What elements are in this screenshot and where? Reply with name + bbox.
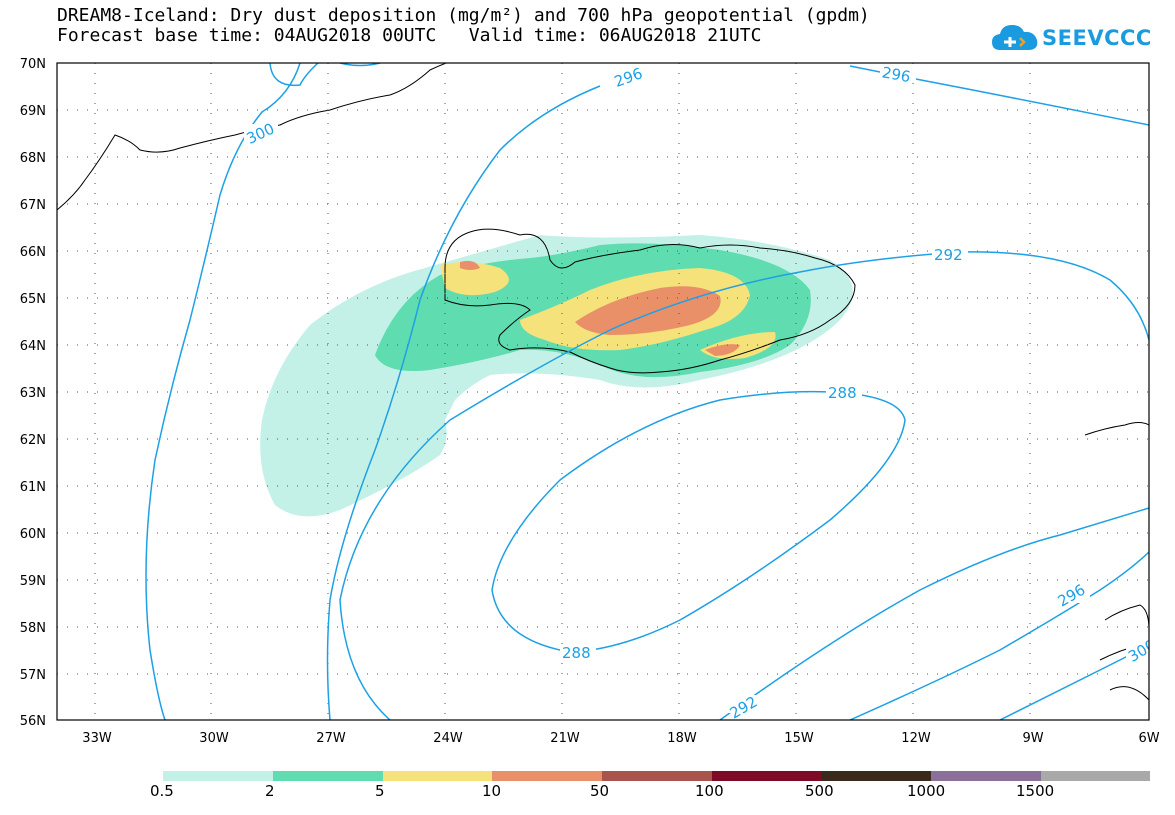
colorbar-label: 5 bbox=[375, 782, 385, 800]
coastlines bbox=[57, 63, 1149, 701]
lat-label: 66N bbox=[20, 245, 46, 260]
lat-label: 61N bbox=[20, 480, 46, 495]
dust-10-contour bbox=[575, 286, 721, 335]
colorbar-segment bbox=[383, 771, 492, 781]
lon-label: 6W bbox=[1138, 731, 1159, 746]
contour-label: 288 bbox=[562, 644, 591, 662]
dust-5-contour bbox=[440, 262, 509, 296]
lon-label: 33W bbox=[82, 731, 112, 746]
colorbar-segment bbox=[931, 771, 1041, 781]
lat-label: 58N bbox=[20, 621, 46, 636]
lat-label: 63N bbox=[20, 386, 46, 401]
colorbar-segment bbox=[1041, 771, 1150, 781]
graticule bbox=[57, 63, 1149, 720]
colorbar-label: 100 bbox=[695, 782, 724, 800]
cloud-icon bbox=[992, 25, 1038, 50]
lat-label: 62N bbox=[20, 433, 46, 448]
contour-288 bbox=[491, 390, 906, 653]
colorbar-label: 50 bbox=[590, 782, 610, 800]
colorbar-label: 10 bbox=[482, 782, 502, 800]
dust-deposition-field bbox=[260, 235, 853, 517]
colorbar-label: 2 bbox=[265, 782, 275, 800]
colorbar-segment bbox=[163, 771, 273, 781]
contour-label: 300 bbox=[1125, 636, 1159, 666]
colorbar bbox=[163, 771, 1150, 781]
contour-292 bbox=[339, 251, 1149, 720]
lat-label: 67N bbox=[20, 198, 46, 213]
lon-label: 12W bbox=[901, 731, 931, 746]
contour-300 bbox=[145, 63, 301, 720]
contour-296-south bbox=[849, 551, 1149, 720]
contour-label: 296 bbox=[881, 63, 912, 86]
lat-label: 68N bbox=[20, 151, 46, 166]
contour-label: 288 bbox=[828, 384, 857, 402]
contour-label: 292 bbox=[934, 246, 963, 264]
geopotential-contours bbox=[145, 63, 1149, 720]
lon-label: 9W bbox=[1022, 731, 1043, 746]
colorbar-label: 1500 bbox=[1016, 782, 1055, 800]
colorbar-label: 1000 bbox=[907, 782, 946, 800]
contour-292-south bbox=[719, 507, 1149, 720]
lon-label: 30W bbox=[199, 731, 229, 746]
dust-10-contour bbox=[705, 344, 740, 356]
faroe-norway-coast bbox=[1084, 422, 1149, 436]
dust-10-contour bbox=[460, 260, 480, 270]
lat-label: 59N bbox=[20, 574, 46, 589]
lon-label: 18W bbox=[667, 731, 697, 746]
lat-label: 64N bbox=[20, 339, 46, 354]
lon-label: 27W bbox=[316, 731, 346, 746]
contour-label-layer: 296 296 300 292 288 288 292 296 300 bbox=[244, 63, 1159, 720]
title-line-2: Forecast base time: 04AUG2018 00UTC Vali… bbox=[57, 25, 762, 46]
greenland-coast bbox=[57, 63, 448, 211]
contour-label: 300 bbox=[244, 120, 278, 148]
logo-text: SEEVCCC bbox=[1042, 26, 1152, 50]
colorbar-segment bbox=[821, 771, 931, 781]
lat-label: 69N bbox=[20, 104, 46, 119]
lat-label: 70N bbox=[20, 57, 46, 72]
colorbar-segment bbox=[273, 771, 383, 781]
lon-label: 21W bbox=[550, 731, 580, 746]
lon-label: 15W bbox=[784, 731, 814, 746]
lat-label: 56N bbox=[20, 714, 46, 729]
colorbar-segment bbox=[492, 771, 602, 781]
colorbar-segment bbox=[602, 771, 712, 781]
title-line-1: DREAM8-Iceland: Dry dust deposition (mg/… bbox=[57, 5, 870, 26]
lat-label: 65N bbox=[20, 292, 46, 307]
lat-label: 60N bbox=[20, 527, 46, 542]
lon-label: 24W bbox=[433, 731, 463, 746]
colorbar-label: 0.5 bbox=[150, 782, 174, 800]
contour-296-arc bbox=[326, 85, 601, 720]
map-frame bbox=[56, 62, 1150, 721]
iceland-coast bbox=[444, 228, 856, 374]
longitude-labels: 33W 30W 27W 24W 21W 18W 15W 12W 9W 6W bbox=[82, 731, 1159, 746]
contour-296-north-right bbox=[849, 65, 1149, 126]
colorbar-label: 500 bbox=[805, 782, 834, 800]
map-header: DREAM8-Iceland: Dry dust deposition (mg/… bbox=[57, 6, 870, 46]
colorbar-segment bbox=[712, 771, 821, 781]
seevccc-logo: SEEVCCC bbox=[990, 20, 1170, 56]
lat-label: 57N bbox=[20, 668, 46, 683]
latitude-labels: 70N 69N 68N 67N 66N 65N 64N 63N 62N 61N … bbox=[20, 57, 46, 729]
contour-296-north bbox=[269, 63, 381, 87]
